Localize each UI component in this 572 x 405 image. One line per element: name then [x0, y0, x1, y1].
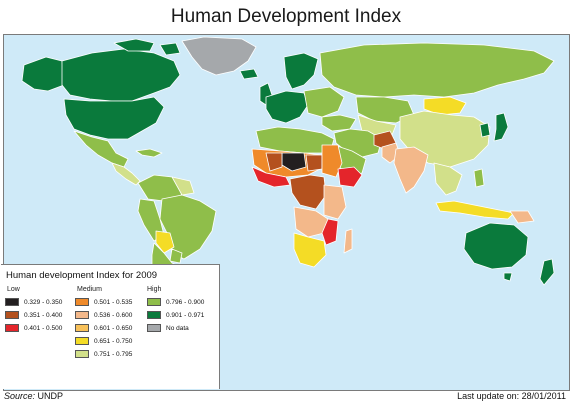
legend-swatch [147, 324, 161, 332]
mexico-region [73, 130, 129, 168]
source-value: UNDP [37, 391, 64, 401]
brazil-region [159, 194, 217, 260]
legend-item-label: 0.601 - 0.650 [94, 324, 133, 332]
australia-region [463, 222, 529, 270]
legend-item-label: 0.751 - 0.795 [94, 350, 133, 358]
legend-item-label: 0.329 - 0.350 [24, 298, 63, 306]
legend-swatch [5, 324, 19, 332]
paraguay-region [169, 248, 183, 264]
greenland-region [181, 36, 257, 76]
western-europe-region [265, 90, 309, 124]
legend-item: 0.501 - 0.535 [75, 297, 132, 307]
eastern-europe-region [303, 86, 345, 118]
legend-swatch [75, 350, 89, 358]
philippines-region [473, 168, 485, 188]
legend-item: 0.651 - 0.750 [75, 336, 132, 346]
legend-group-low: Low [7, 286, 20, 293]
legend-swatch [147, 298, 161, 306]
bolivia-region [155, 230, 175, 254]
legend-item: 0.901 - 0.971 [147, 310, 204, 320]
iceland-region [239, 68, 259, 80]
legend-item: 0.796 - 0.900 [147, 297, 204, 307]
legend-item: 0.536 - 0.600 [75, 310, 132, 320]
legend-group-medium: Medium [77, 286, 102, 293]
horn-africa-region [337, 166, 363, 188]
legend-swatch [5, 311, 19, 319]
indonesia-region [435, 200, 515, 220]
west-africa-coast-region [251, 166, 291, 188]
legend-item-label: 0.501 - 0.535 [94, 298, 133, 306]
map-legend: Human development Index for 2009 Low Med… [1, 264, 220, 389]
mongolia-region [423, 96, 467, 116]
central-africa-region [289, 174, 327, 210]
last-update-note: Last update on: 28/01/2011 [457, 391, 566, 401]
madagascar-region [343, 228, 353, 254]
legend-item: 0.401 - 0.500 [5, 323, 62, 333]
legend-item: No data [147, 323, 189, 333]
legend-item-label: 0.401 - 0.500 [24, 324, 63, 332]
canada-region [61, 48, 181, 102]
map-title: Human Development Index [170, 6, 402, 27]
scandinavia-region [283, 52, 319, 90]
alaska-region [21, 56, 65, 92]
legend-item-label: 0.901 - 0.971 [166, 311, 205, 319]
mozambique-region [321, 218, 339, 246]
legend-item-label: 0.351 - 0.400 [24, 311, 63, 319]
legend-item-label: 0.536 - 0.600 [94, 311, 133, 319]
legend-item: 0.601 - 0.650 [75, 323, 132, 333]
tasmania-region [503, 272, 513, 282]
east-africa-region [323, 184, 347, 220]
india-region [393, 146, 429, 194]
legend-title: Human development Index for 2009 [6, 270, 158, 281]
central-america-region [111, 162, 141, 186]
legend-swatch [5, 298, 19, 306]
source-label: Source: [4, 391, 36, 401]
png-region [509, 210, 535, 224]
turkey-region [321, 114, 357, 132]
legend-swatch [75, 298, 89, 306]
caribbean-region [135, 148, 163, 158]
new-zealand-region [539, 258, 555, 286]
source-note: Source: UNDP [4, 391, 63, 401]
legend-group-high: High [147, 286, 162, 293]
legend-item-label: 0.651 - 0.750 [94, 337, 133, 345]
legend-item: 0.351 - 0.400 [5, 310, 62, 320]
legend-swatch [75, 324, 89, 332]
southeast-asia-region [433, 162, 463, 196]
legend-swatch [147, 311, 161, 319]
arctic-islands-region [113, 38, 181, 56]
legend-item: 0.329 - 0.350 [5, 297, 62, 307]
legend-item: 0.751 - 0.795 [75, 349, 132, 359]
world-map-svg [21, 36, 555, 326]
legend-swatch [75, 337, 89, 345]
korea-region [479, 122, 491, 138]
usa-region [63, 96, 165, 140]
japan-region [493, 112, 509, 142]
guianas-region [171, 176, 195, 196]
southern-africa-region [293, 232, 327, 268]
legend-item-label: No data [166, 324, 189, 332]
legend-swatch [75, 311, 89, 319]
legend-item-label: 0.796 - 0.900 [166, 298, 205, 306]
russia-region [319, 42, 555, 98]
